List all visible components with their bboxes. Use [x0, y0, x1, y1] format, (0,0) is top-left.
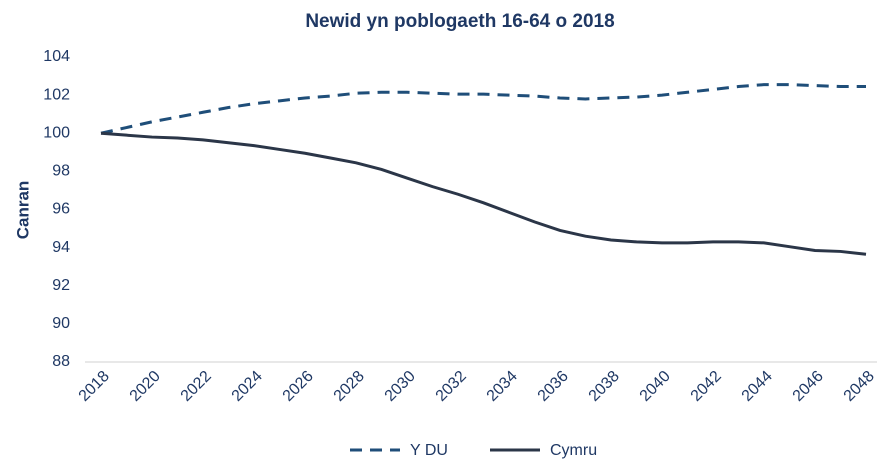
x-tick-label: 2024 [229, 368, 266, 405]
x-tick-label: 2030 [382, 368, 419, 405]
x-tick-label: 2048 [841, 368, 877, 405]
x-tick-label: 2040 [637, 368, 674, 405]
legend-label: Cymru [550, 442, 597, 459]
x-tick-label: 2044 [739, 368, 776, 405]
x-tick-label: 2032 [433, 368, 470, 405]
legend-label: Y DU [410, 442, 448, 459]
y-tick-label: 100 [43, 124, 70, 141]
series-line [100, 131, 867, 256]
x-tick-label: 2046 [790, 368, 827, 405]
y-tick-label: 92 [52, 277, 70, 294]
y-tick-label: 104 [43, 48, 70, 65]
y-tick-label: 98 [52, 163, 70, 180]
y-axis-label: Canran [13, 181, 32, 240]
x-tick-label: 2020 [127, 368, 164, 405]
x-tick-label: 2034 [484, 368, 521, 405]
series-line [100, 83, 866, 135]
chart-title: Newid yn poblogaeth 16-64 o 2018 [305, 11, 614, 32]
x-tick-label: 2036 [535, 368, 572, 405]
y-tick-label: 102 [43, 86, 70, 103]
x-tick-label: 2026 [280, 368, 317, 405]
x-tick-label: 2018 [76, 368, 113, 405]
x-tick-label: 2038 [586, 368, 623, 405]
y-tick-label: 88 [52, 353, 70, 370]
y-tick-label: 90 [52, 315, 70, 332]
x-tick-label: 2028 [331, 368, 368, 405]
x-tick-label: 2042 [688, 368, 725, 405]
x-tick-label: 2022 [178, 368, 215, 405]
y-tick-label: 96 [52, 201, 70, 218]
y-tick-label: 94 [52, 239, 70, 256]
